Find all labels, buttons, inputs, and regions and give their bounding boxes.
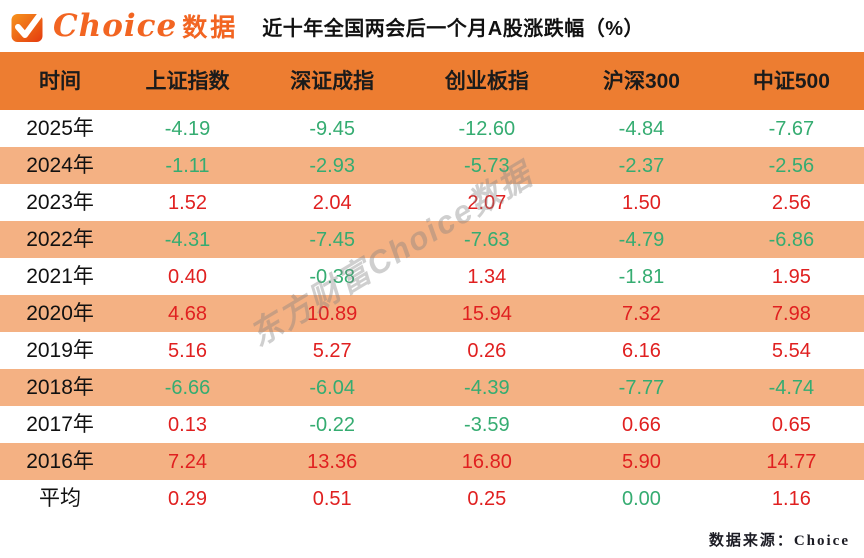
value-cell: -4.19 <box>164 117 211 140</box>
value-cell: -7.77 <box>618 376 665 399</box>
value-cell: 0.65 <box>771 413 811 436</box>
value-cell: 5.16 <box>168 339 207 362</box>
value-cell: -5.73 <box>464 154 510 177</box>
value-cell: 1.95 <box>771 265 811 288</box>
value-cell: 5.27 <box>312 339 352 362</box>
value-cell: 16.80 <box>461 450 512 473</box>
column-header: 上证指数 <box>145 69 230 93</box>
table-row: 平均 0.29 0.51 0.25 0.00 1.16 <box>0 480 864 517</box>
value-cell: 0.40 <box>168 265 207 288</box>
value-cell: 7.32 <box>622 302 661 325</box>
value-cell: 0.66 <box>622 413 661 436</box>
row-label: 2023年 <box>26 191 94 214</box>
choice-logo: Choice 数据 <box>10 8 238 44</box>
table-row: 2022年 -4.31 -7.45 -7.63 -4.79 -6.86 <box>0 221 864 258</box>
value-cell: 10.89 <box>307 302 358 325</box>
value-cell: -12.60 <box>458 117 516 140</box>
row-label: 2020年 <box>26 302 94 325</box>
value-cell: 4.68 <box>168 302 207 325</box>
column-header: 中证500 <box>752 69 830 93</box>
column-header: 沪深300 <box>602 69 680 93</box>
value-cell: 0.26 <box>467 339 507 362</box>
value-cell: 2.04 <box>312 191 352 214</box>
column-header: 时间 <box>39 69 82 93</box>
value-cell: -7.67 <box>768 117 815 140</box>
value-cell: 7.98 <box>771 302 811 325</box>
data-source-label: 数据来源：Choice <box>708 533 850 549</box>
value-cell: -7.45 <box>309 228 355 251</box>
table-header-row: 时间 上证指数 深证成指 创业板指 沪深300 中证500 <box>0 52 864 110</box>
value-cell: 0.25 <box>467 487 507 510</box>
value-cell: -3.59 <box>464 413 510 436</box>
row-label: 2021年 <box>26 265 94 288</box>
row-label: 2025年 <box>26 117 94 140</box>
header-bar: Choice 数据 近十年全国两会后一个月A股涨跌幅（%） <box>0 0 864 52</box>
value-cell: 15.94 <box>461 302 512 325</box>
value-cell: 7.24 <box>168 450 207 473</box>
column-header: 创业板指 <box>444 69 529 93</box>
value-cell: -4.31 <box>164 228 211 251</box>
table-row: 2024年 -1.11 -2.93 -5.73 -2.37 -2.56 <box>0 147 864 184</box>
table-row: 2021年 0.40 -0.38 1.34 -1.81 1.95 <box>0 258 864 295</box>
value-cell: -4.74 <box>768 376 815 399</box>
row-label: 2016年 <box>26 450 94 473</box>
value-cell: 0.00 <box>622 487 661 510</box>
table-row: 2025年 -4.19 -9.45 -12.60 -4.84 -7.67 <box>0 110 864 147</box>
value-cell: -4.39 <box>464 376 510 399</box>
value-cell: -4.84 <box>618 117 665 140</box>
table-row: 2023年 1.52 2.04 2.07 1.50 2.56 <box>0 184 864 221</box>
value-cell: 0.13 <box>168 413 207 436</box>
value-cell: 0.51 <box>312 487 352 510</box>
table-row: 2017年 0.13 -0.22 -3.59 0.66 0.65 <box>0 406 864 443</box>
value-cell: -1.11 <box>165 154 210 177</box>
value-cell: 5.54 <box>771 339 811 362</box>
value-cell: -6.66 <box>164 376 211 399</box>
page-title: 近十年全国两会后一个月A股涨跌幅（%） <box>262 17 645 40</box>
value-cell: 14.77 <box>766 450 817 473</box>
value-cell: 1.16 <box>771 487 811 510</box>
row-label: 2019年 <box>26 339 94 362</box>
value-cell: 1.50 <box>622 191 661 214</box>
row-label: 平均 <box>39 487 82 510</box>
value-cell: 2.56 <box>771 191 811 214</box>
value-cell: -6.04 <box>309 376 355 399</box>
row-label: 2024年 <box>26 154 94 177</box>
logo-brand-text: Choice <box>53 8 178 44</box>
logo-suffix-text: 数据 <box>182 14 239 42</box>
value-cell: -6.86 <box>768 228 815 251</box>
value-cell: 2.07 <box>467 191 507 214</box>
value-cell: 5.90 <box>622 450 661 473</box>
value-cell: -0.22 <box>309 413 355 436</box>
value-cell: -4.79 <box>618 228 665 251</box>
value-cell: -2.56 <box>768 154 815 177</box>
row-label: 2018年 <box>26 376 94 399</box>
row-label: 2017年 <box>26 413 94 436</box>
value-cell: -1.81 <box>618 265 665 288</box>
value-cell: 6.16 <box>622 339 661 362</box>
table-row: 2018年 -6.66 -6.04 -4.39 -7.77 -4.74 <box>0 369 864 406</box>
value-cell: 13.36 <box>307 450 358 473</box>
column-header: 深证成指 <box>290 69 375 93</box>
table-row: 2016年 7.24 13.36 16.80 5.90 14.77 <box>0 443 864 480</box>
value-cell: -0.38 <box>309 265 355 288</box>
row-label: 2022年 <box>26 228 94 251</box>
value-cell: -2.37 <box>618 154 665 177</box>
table-row: 2019年 5.16 5.27 0.26 6.16 5.54 <box>0 332 864 369</box>
value-cell: 1.34 <box>467 265 507 288</box>
value-cell: 1.52 <box>168 191 207 214</box>
value-cell: -9.45 <box>309 117 355 140</box>
value-cell: -7.63 <box>464 228 510 251</box>
check-icon <box>10 9 46 43</box>
table-row: 2020年 4.68 10.89 15.94 7.32 7.98 <box>0 295 864 332</box>
value-cell: 0.29 <box>168 487 207 510</box>
data-table: 时间 上证指数 深证成指 创业板指 沪深300 中证500 2025年 -4.19 -9.45 -… <box>0 52 864 517</box>
value-cell: -2.93 <box>309 154 355 177</box>
